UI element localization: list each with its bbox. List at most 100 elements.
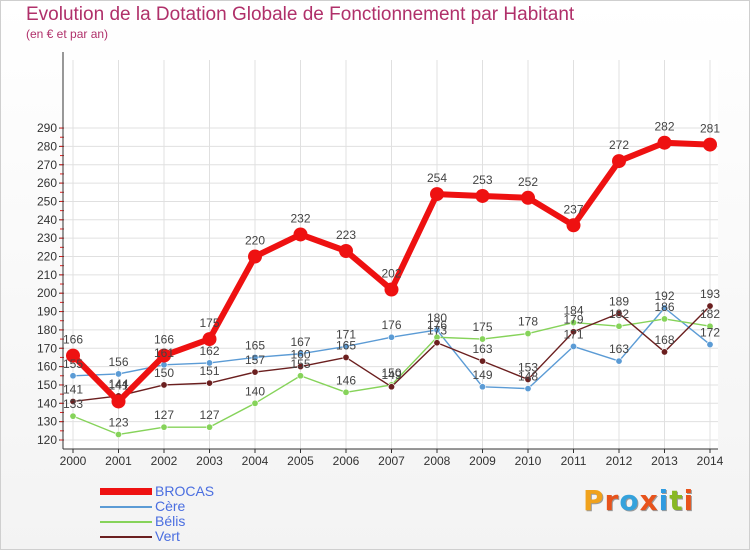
- point-brocas-2003: [202, 332, 217, 347]
- label-cere-2006: 171: [336, 327, 356, 341]
- label-brocas-2008: 254: [427, 171, 447, 185]
- label-vert-2007: 149: [381, 368, 401, 382]
- label-vert-2011: 179: [563, 313, 583, 327]
- x-tick-label-2009: 2009: [469, 454, 496, 468]
- point-cere-2005: [296, 350, 304, 358]
- logo-letter: P: [583, 484, 605, 517]
- label-belis-2012: 182: [609, 307, 629, 321]
- point-brocas-2010: [521, 190, 535, 205]
- y-tick-label-190: 190: [37, 305, 57, 319]
- label-vert-2004: 157: [245, 353, 265, 367]
- x-tick-label-2000: 2000: [60, 454, 87, 468]
- legend-label-vert: Vert: [155, 528, 180, 544]
- label-belis-2001: 123: [108, 415, 128, 429]
- point-vert-2008: [433, 339, 441, 347]
- point-brocas-2007: [384, 282, 399, 297]
- point-vert-2009: [478, 357, 486, 365]
- point-cere-2014: [706, 341, 714, 349]
- y-tick-label-170: 170: [37, 341, 57, 355]
- point-brocas-2011: [566, 218, 581, 233]
- x-tick-label-2004: 2004: [242, 454, 269, 468]
- y-tick-label-200: 200: [37, 286, 57, 300]
- point-cere-2000: [69, 372, 77, 380]
- x-tick-label-2007: 2007: [378, 454, 405, 468]
- point-belis-2012: [615, 322, 623, 330]
- point-brocas-2014: [703, 137, 717, 152]
- y-tick-label-230: 230: [37, 231, 57, 245]
- x-tick-label-2011: 2011: [561, 454, 587, 468]
- label-belis-2008: 176: [427, 318, 447, 332]
- label-vert-2013: 168: [654, 333, 674, 347]
- label-belis-2007: 150: [381, 366, 401, 380]
- label-vert-2012: 189: [609, 294, 629, 308]
- axes: 120 130 140 150 160 170 180 190 200 210 220 230 240 2…: [37, 52, 724, 468]
- point-cere-2012: [615, 357, 623, 365]
- label-vert-2002: 150: [154, 366, 174, 380]
- label-brocas-2005: 232: [290, 211, 310, 225]
- point-vert-2006: [342, 353, 350, 361]
- label-brocas-2013: 282: [654, 120, 674, 134]
- label-vert-2001: 144: [108, 377, 128, 391]
- point-cere-2010: [524, 385, 532, 393]
- label-belis-2006: 146: [336, 373, 356, 387]
- point-vert-2010: [524, 375, 532, 383]
- label-cere-2003: 162: [199, 344, 219, 358]
- point-belis-2006: [342, 388, 350, 396]
- label-cere-2012: 163: [609, 342, 629, 356]
- label-cere-2010: 148: [518, 370, 538, 384]
- label-vert-2009: 163: [472, 342, 492, 356]
- legend-swatch-brocas: [100, 488, 152, 495]
- point-vert-2014: [706, 302, 714, 310]
- x-tick-label-2014: 2014: [697, 454, 724, 468]
- label-brocas-2006: 223: [336, 228, 356, 242]
- logo-letter: o: [619, 484, 640, 517]
- point-belis-2005: [296, 372, 304, 380]
- label-cere-2005: 167: [290, 335, 310, 349]
- label-brocas-2012: 272: [609, 138, 629, 152]
- label-vert-2010: 153: [518, 360, 538, 374]
- label-brocas-2014: 281: [700, 122, 720, 136]
- point-vert-2000: [69, 397, 77, 405]
- point-cere-2011: [569, 342, 577, 350]
- label-cere-2009: 149: [472, 368, 492, 382]
- y-tick-label-240: 240: [37, 213, 57, 227]
- label-belis-2005: 155: [290, 357, 310, 371]
- point-vert-2004: [251, 368, 259, 376]
- legend-label-cere: Cère: [155, 498, 186, 514]
- x-tick-label-2013: 2013: [651, 454, 678, 468]
- point-cere-2004: [251, 353, 259, 361]
- point-brocas-2004: [248, 249, 262, 264]
- point-cere-2006: [342, 342, 350, 350]
- x-tick-label-2008: 2008: [424, 454, 451, 468]
- point-brocas-2002: [157, 348, 171, 363]
- y-tick-label-210: 210: [37, 268, 57, 282]
- y-tick-label-120: 120: [37, 433, 57, 447]
- point-brocas-2009: [475, 188, 490, 203]
- label-belis-2004: 140: [245, 384, 265, 398]
- x-tick-label-2010: 2010: [515, 454, 542, 468]
- label-belis-2013: 186: [654, 300, 674, 314]
- chart-title: Evolution de la Dotation Globale de Fonc…: [26, 4, 575, 25]
- y-tick-label-160: 160: [37, 360, 57, 374]
- point-cere-2001: [115, 370, 123, 378]
- point-vert-2013: [660, 348, 668, 356]
- x-tick-label-2005: 2005: [287, 454, 314, 468]
- logo-letter: i: [683, 484, 695, 517]
- label-belis-2014: 182: [700, 307, 720, 321]
- y-tick-label-250: 250: [37, 194, 57, 208]
- label-belis-2003: 127: [199, 408, 219, 422]
- label-brocas-2002: 166: [154, 333, 174, 347]
- gridlines: [63, 60, 718, 449]
- point-cere-2009: [478, 383, 486, 391]
- logo-letter: i: [658, 484, 670, 517]
- label-cere-2014: 172: [700, 326, 720, 340]
- label-vert-2000: 141: [63, 382, 83, 396]
- y-tick-label-130: 130: [37, 415, 57, 429]
- proxiti-logo: Proxiti: [583, 484, 694, 517]
- point-brocas-2006: [339, 243, 353, 258]
- x-tick-label-2002: 2002: [151, 454, 178, 468]
- point-vert-2002: [160, 381, 168, 389]
- label-cere-2002: 161: [154, 346, 174, 360]
- label-belis-2010: 178: [518, 315, 538, 329]
- y-tick-label-180: 180: [37, 323, 57, 337]
